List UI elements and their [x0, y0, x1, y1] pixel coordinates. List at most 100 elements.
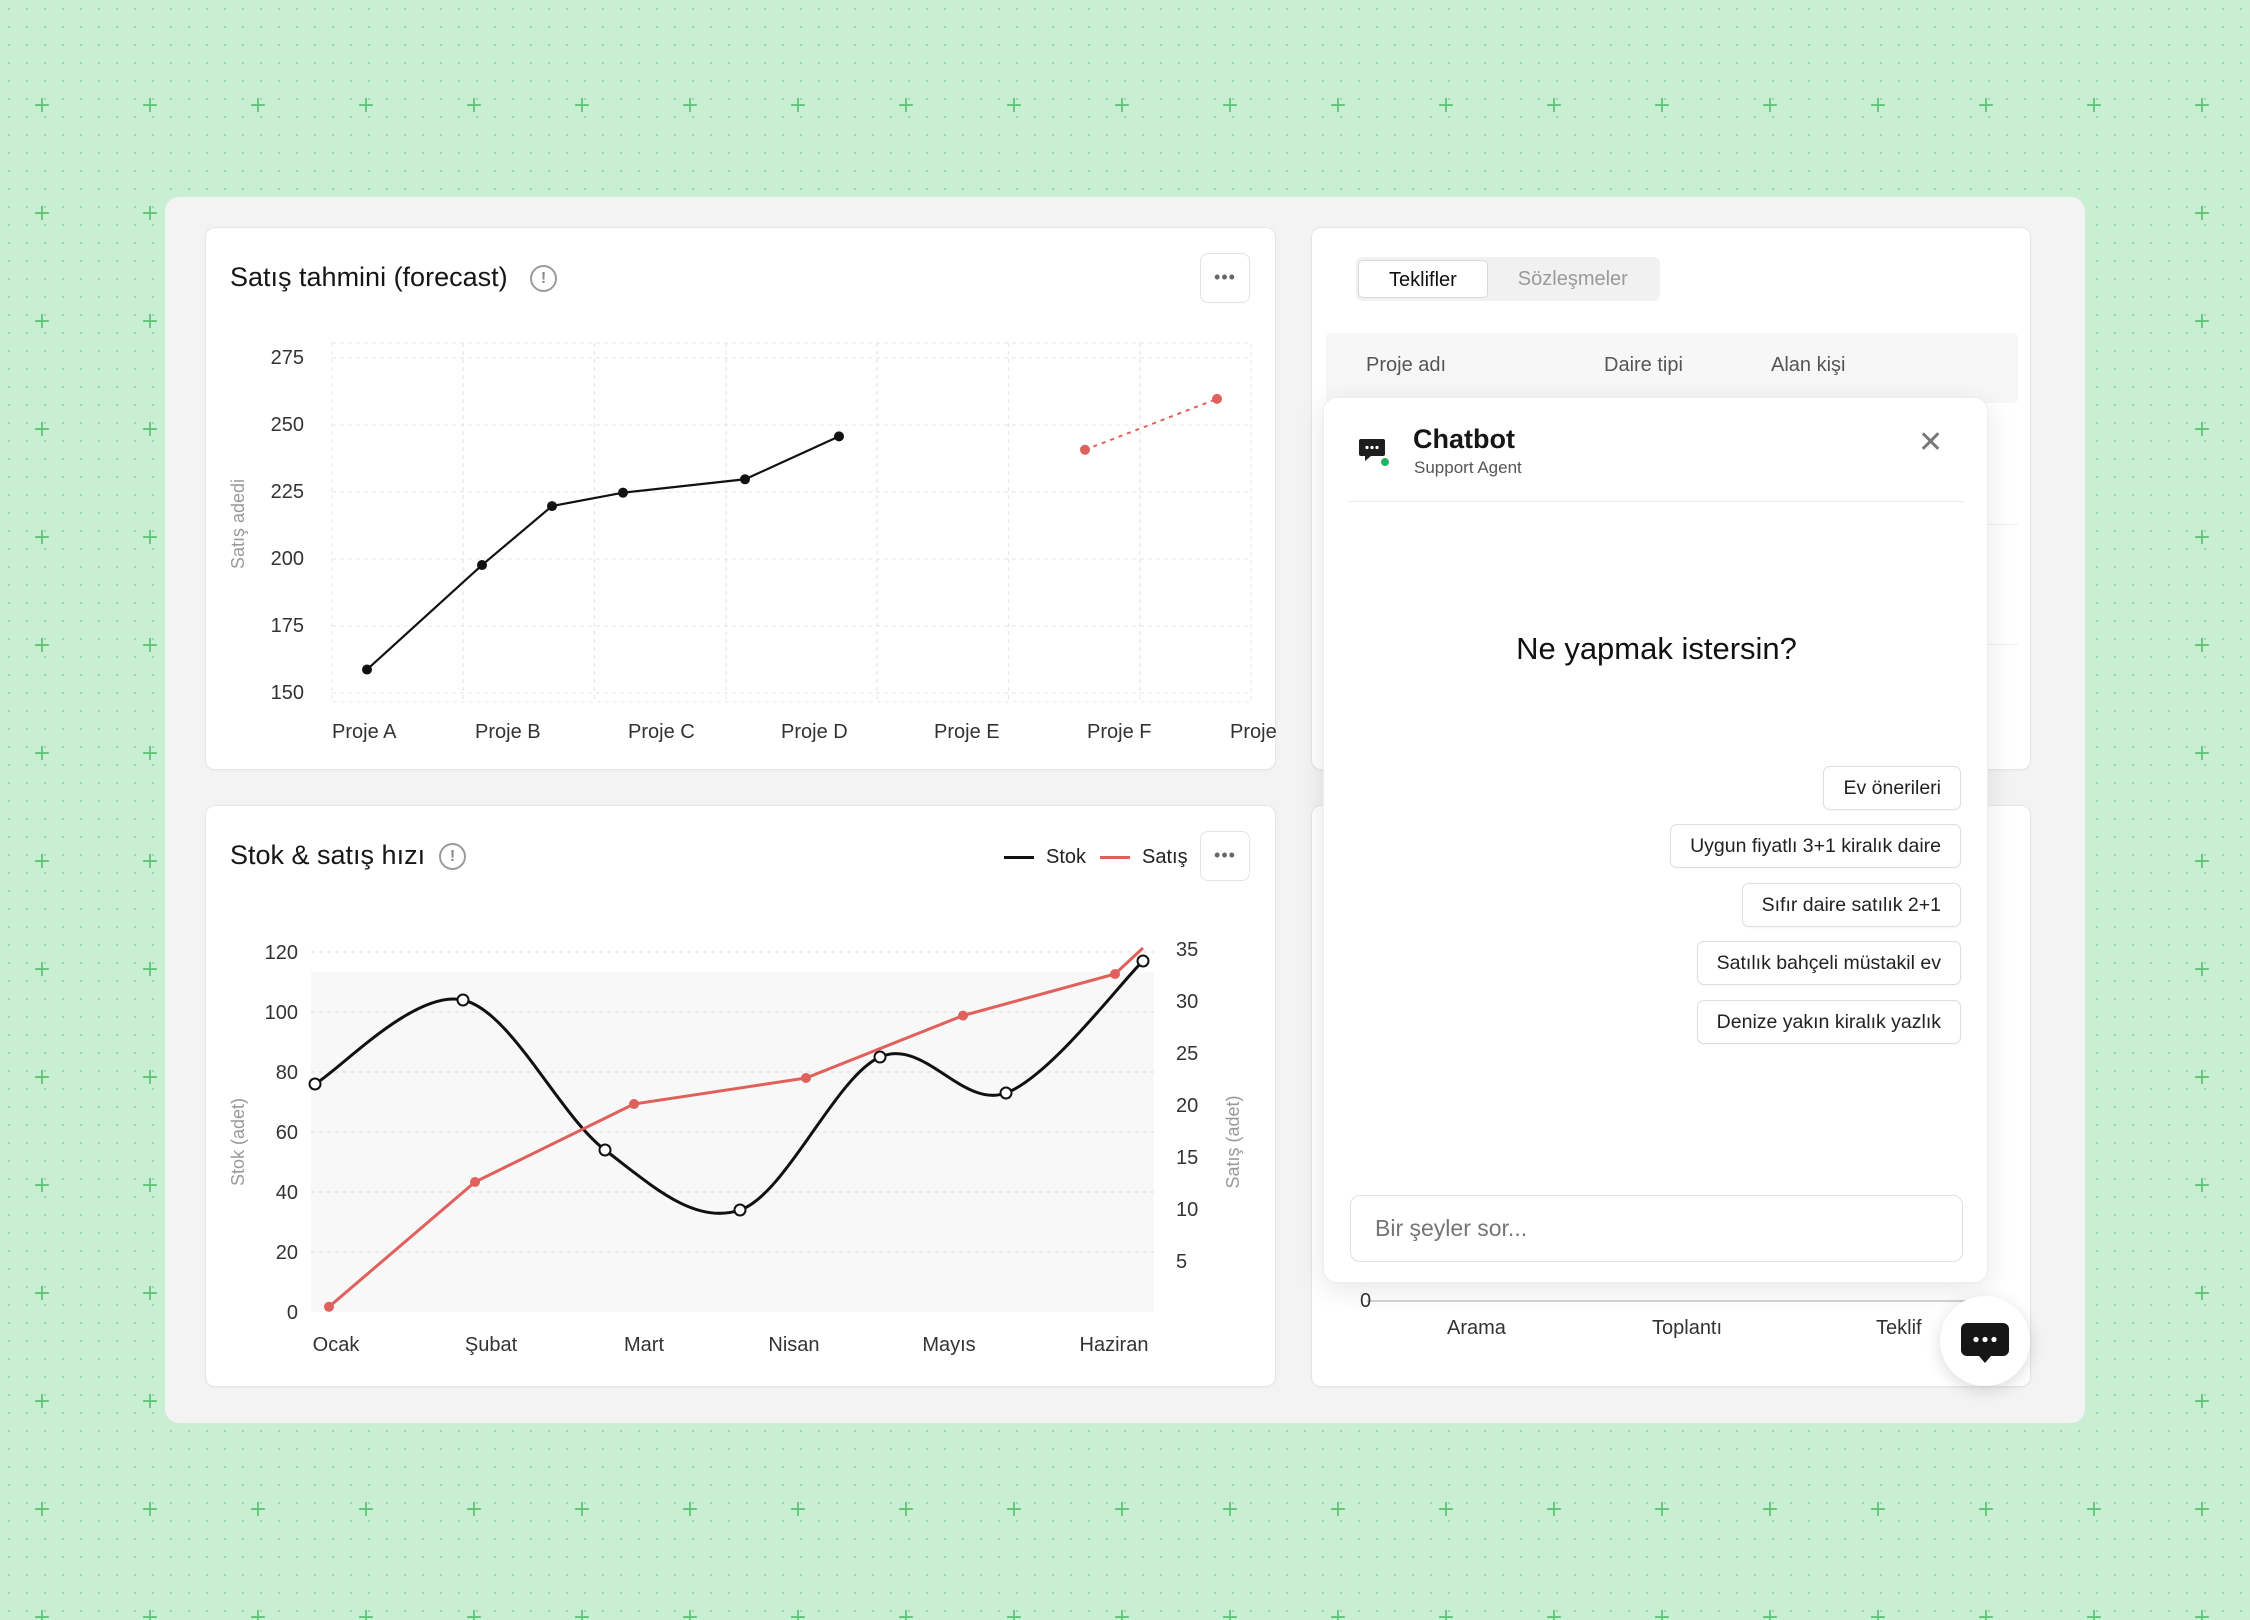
plus-mark: + [2084, 1497, 2104, 1522]
column-header-alan[interactable]: Alan kişi [1771, 354, 1846, 376]
tab-bar: Teklifler Sözleşmeler [1356, 257, 1660, 301]
plus-mark: + [32, 525, 52, 550]
suggestion-chip[interactable]: Ev önerileri [1823, 766, 1961, 810]
tab-sozlesmeler[interactable]: Sözleşmeler [1517, 268, 1628, 290]
data-point [618, 487, 628, 498]
chat-input[interactable] [1350, 1195, 1963, 1262]
stok-point [873, 1050, 887, 1064]
plus-mark: + [1436, 93, 1456, 118]
plus-mark: + [356, 1497, 376, 1522]
plus-mark: + [2192, 633, 2212, 658]
plus-mark: + [1004, 93, 1024, 118]
plus-mark: + [140, 1065, 160, 1090]
plus-mark: + [1436, 1605, 1456, 1620]
suggestion-chip[interactable]: Denize yakın kiralık yazlık [1696, 1000, 1961, 1044]
chatbot-prompt: Ne yapmak istersin? [1516, 631, 1797, 666]
plus-mark: + [788, 1605, 808, 1620]
plus-mark: + [680, 93, 700, 118]
right-y-tick-label: 15 [1176, 1147, 1198, 1169]
plus-mark: + [356, 1605, 376, 1620]
right-y-tick-label: 25 [1176, 1043, 1198, 1065]
chat-launcher-button[interactable] [1940, 1296, 2030, 1386]
left-y-tick-label: 40 [276, 1182, 298, 1204]
plus-mark: + [32, 1281, 52, 1306]
stok-point [598, 1143, 612, 1157]
data-point [477, 560, 487, 571]
plus-mark: + [140, 1281, 160, 1306]
info-icon[interactable]: ! [530, 265, 557, 292]
plus-mark: + [248, 1605, 268, 1620]
plus-mark: + [2192, 309, 2212, 334]
plus-mark: + [1652, 93, 1672, 118]
data-point [834, 431, 844, 442]
left-y-tick-label: 80 [276, 1062, 298, 1084]
y-tick-label: 200 [271, 548, 304, 570]
plus-mark: + [248, 1497, 268, 1522]
x-tick-label: Şubat [465, 1334, 518, 1356]
plus-mark: + [2192, 417, 2212, 442]
series-line [1084, 397, 1218, 451]
plus-mark: + [896, 1605, 916, 1620]
plus-mark: + [572, 1497, 592, 1522]
right-axis-label: Satış (adet) [1223, 1095, 1243, 1188]
plus-mark: + [896, 93, 916, 118]
plus-mark: + [572, 93, 592, 118]
column-header-proje[interactable]: Proje adı [1366, 354, 1447, 376]
info-icon[interactable]: ! [439, 843, 466, 870]
column-header-daire[interactable]: Daire tipi [1604, 354, 1683, 376]
plus-mark: + [32, 93, 52, 118]
plus-mark: + [32, 1497, 52, 1522]
x-tick-label: Proje D [781, 721, 848, 743]
plus-mark: + [356, 93, 376, 118]
plus-mark: + [464, 1605, 484, 1620]
suggestion-chip[interactable]: Sıfır daire satılık 2+1 [1741, 883, 1961, 927]
plus-mark: + [680, 1605, 700, 1620]
plus-mark: + [1112, 1605, 1132, 1620]
close-icon[interactable]: ✕ [1918, 425, 1944, 460]
plus-mark: + [248, 93, 268, 118]
tab-teklifler[interactable]: Teklifler [1358, 260, 1488, 298]
stok-point [456, 993, 470, 1007]
plus-mark: + [1436, 1497, 1456, 1522]
plus-mark: + [1868, 1605, 1888, 1620]
plus-mark: + [2192, 1281, 2212, 1306]
plus-mark: + [2084, 93, 2104, 118]
plus-mark: + [1004, 1497, 1024, 1522]
forecast-title: Satış tahmini (forecast) [230, 262, 508, 292]
chatbot-avatar [1357, 434, 1391, 468]
plus-mark: + [32, 1605, 52, 1620]
legend-swatch-satis [1100, 855, 1131, 859]
plus-mark: + [1220, 93, 1240, 118]
plus-mark: + [2192, 525, 2212, 550]
more-options-button[interactable]: ••• [1200, 831, 1250, 881]
stok-point [733, 1203, 747, 1217]
plus-mark: + [2192, 1389, 2212, 1414]
right-y-tick-label: 30 [1176, 991, 1198, 1013]
series-line [366, 435, 840, 671]
plus-mark: + [140, 1605, 160, 1620]
plus-mark: + [1220, 1497, 1240, 1522]
chatbot-title: Chatbot [1413, 424, 1515, 454]
plus-mark: + [32, 1389, 52, 1414]
plus-mark: + [140, 1173, 160, 1198]
left-y-tick-label: 20 [276, 1242, 298, 1264]
y-tick-label: 250 [271, 414, 304, 436]
plus-mark: + [788, 93, 808, 118]
stok-chart: 120 100 80 60 40 20 0 35 30 25 20 15 10 5 Stok (adet) S… [228, 939, 1243, 1356]
x-tick-label: Proje F [1087, 721, 1151, 743]
x-tick-label: Proje A [332, 721, 397, 743]
chat-bubble-icon [1961, 1323, 2009, 1363]
plus-mark: + [2192, 1065, 2212, 1090]
plus-mark: + [1868, 93, 1888, 118]
plus-mark: + [572, 1605, 592, 1620]
suggestion-chip[interactable]: Uygun fiyatlı 3+1 kiralık daire [1670, 824, 1961, 868]
x-tick-label: Nisan [768, 1334, 819, 1356]
suggestion-chip[interactable]: Satılık bahçeli müstakil ev [1696, 941, 1961, 985]
plus-mark: + [1760, 93, 1780, 118]
left-axis-label: Stok (adet) [228, 1098, 248, 1186]
plus-mark: + [32, 1173, 52, 1198]
more-options-button[interactable]: ••• [1200, 253, 1250, 303]
chatbot-panel: Chatbot Support Agent ✕ Ne yapmak isters… [1323, 397, 1988, 1283]
legend-swatch-stok [1004, 855, 1034, 859]
x-tick-teklif: Teklif [1876, 1317, 1922, 1339]
